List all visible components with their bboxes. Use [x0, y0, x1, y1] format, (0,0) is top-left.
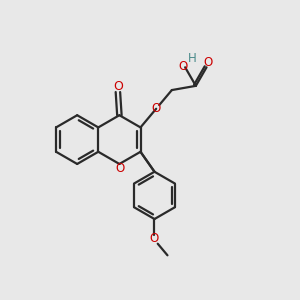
- Text: H: H: [188, 52, 197, 65]
- Text: O: O: [178, 60, 188, 73]
- Text: O: O: [116, 162, 124, 175]
- Text: O: O: [204, 56, 213, 69]
- Text: O: O: [152, 102, 161, 115]
- Text: O: O: [150, 232, 159, 245]
- Text: O: O: [113, 80, 123, 93]
